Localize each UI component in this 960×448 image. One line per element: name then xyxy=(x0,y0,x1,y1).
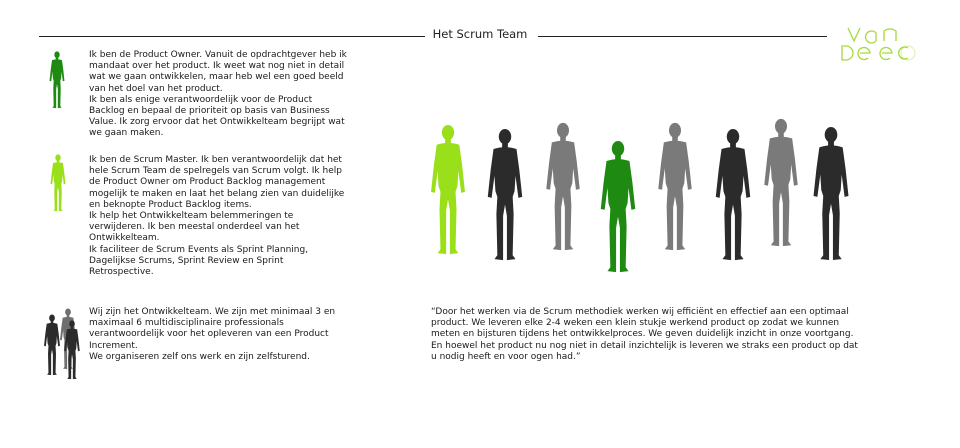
product-owner-description: Ik ben de Product Owner. Vanuit de opdra… xyxy=(89,50,347,140)
role-paragraph: Ik ben als enige verantwoordelijk voor d… xyxy=(89,94,345,139)
role-paragraph: We organiseren zelf ons werk en zijn zel… xyxy=(89,351,310,362)
role-paragraph: Ik ben de Product Owner. Vanuit de opdra… xyxy=(89,50,347,94)
product-owner-person-icon xyxy=(44,51,70,109)
role-paragraph: Ik ben de Scrum Master. Ik ben verantwoo… xyxy=(89,155,345,210)
development-team-group-icon xyxy=(39,308,87,380)
dev-person-icon xyxy=(658,122,692,251)
header-rule-left xyxy=(39,36,425,37)
scrum-team-illustration xyxy=(420,118,860,276)
team-quote: “Door het werken via de Scrum methodiek … xyxy=(431,307,858,362)
development-team-description: Wij zijn het Ontwikkelteam. We zijn met … xyxy=(89,307,347,363)
dev-person-icon xyxy=(813,126,849,261)
scrum-master-person-icon xyxy=(46,154,70,212)
role-paragraph: Ik faciliteer de Scrum Events als Sprint… xyxy=(89,244,309,278)
dev-person-icon xyxy=(715,128,751,261)
scrum-master-description: Ik ben de Scrum Master. Ik ben verantwoo… xyxy=(89,155,347,278)
logo xyxy=(838,24,916,64)
scrum-master-person-icon xyxy=(431,124,465,255)
header-rule-right xyxy=(538,36,827,37)
page-title: Het Scrum Team xyxy=(432,27,528,41)
dev-person-icon xyxy=(764,118,798,247)
dev-person-icon xyxy=(546,122,580,251)
role-paragraph: Wij zijn het Ontwikkelteam. We zijn met … xyxy=(89,307,336,351)
dev-person-icon xyxy=(487,128,523,261)
product-owner-person-icon xyxy=(600,140,636,273)
role-paragraph: Ik help het Ontwikkelteam belemmeringen … xyxy=(89,211,300,244)
